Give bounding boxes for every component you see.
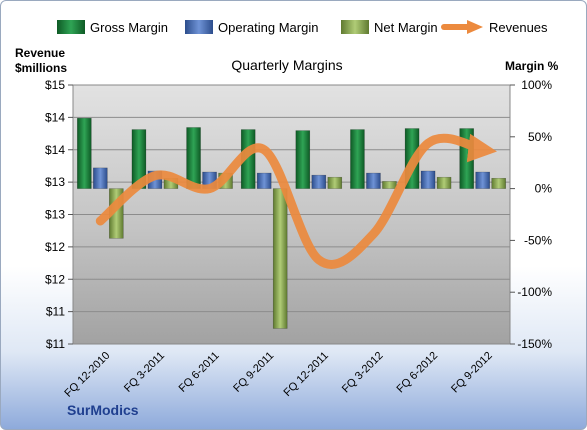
net-margin-bar [436, 176, 452, 189]
y-right-tick-label: 50% [528, 130, 552, 144]
y-right-tick-label: -150% [517, 337, 552, 351]
category-label: FQ 9-2012 [449, 350, 495, 396]
y-right-tick-label: 0% [535, 182, 553, 196]
category-label: FQ 6-2012 [395, 350, 441, 396]
y-left-label-line2: $millions [15, 61, 67, 75]
category-label: FQ 6-2011 [177, 350, 222, 395]
y-right-tick-label: 100% [521, 78, 552, 92]
net-margin-bar [272, 188, 288, 329]
operating-margin-bar [93, 167, 108, 189]
category-label: FQ 12-2010 [62, 350, 112, 400]
legend-label-net-margin: Net Margin [374, 20, 438, 35]
y-left-tick-label: $11 [46, 337, 65, 351]
category-label: FQ 3-2011 [122, 350, 167, 395]
net-margin-bar [491, 177, 506, 189]
y-left-tick-label: $13 [45, 208, 65, 222]
operating-margin-bar [311, 174, 327, 189]
legend-arrow-icon [467, 20, 483, 34]
revenue-line-group [95, 133, 497, 269]
gross-margin-bar [186, 127, 201, 189]
legend-swatch-operating-margin [185, 20, 213, 34]
legend-label-revenues: Revenues [489, 20, 548, 35]
category-label: FQ 12-2011 [282, 350, 331, 399]
y-left-tick-label: $12 [45, 240, 65, 254]
gross-margin-bar [77, 117, 92, 189]
category-labels: FQ 12-2010 FQ 3-2011 FQ 6-2011 FQ 9-2011 FQ … [62, 350, 494, 400]
y-left-ticks: $15 $14 $14 $13 $13 $12 $12 $11 $11 [45, 78, 73, 351]
operating-margin-bar [475, 171, 490, 189]
y-left-tick-label: $14 [45, 143, 65, 157]
revenue-line [95, 133, 497, 269]
y-right-ticks: 100% 50% 0% -50% -100% -150% [510, 78, 552, 351]
y-left-tick-label: $14 [45, 110, 65, 124]
y-right-tick-label: -100% [517, 285, 552, 299]
legend-swatch-gross-margin [57, 20, 85, 34]
legend: Gross Margin Operating Margin Net Margin… [57, 20, 548, 35]
gross-margin-bar [295, 130, 311, 189]
y-right-label: Margin % [505, 59, 559, 73]
brand-label: SurModics [67, 402, 139, 418]
net-margin-bar [327, 176, 343, 189]
y-left-tick-label: $11 [46, 305, 65, 319]
bars [77, 117, 506, 329]
category-label: FQ 9-2011 [231, 350, 276, 395]
y-left-tick-label: $15 [45, 78, 65, 92]
y-left-tick-label: $13 [45, 175, 65, 189]
gross-margin-bar [350, 129, 365, 189]
operating-margin-bar [420, 170, 436, 189]
legend-label-gross-margin: Gross Margin [90, 20, 168, 35]
legend-swatch-net-margin [341, 20, 369, 34]
y-left-tick-label: $12 [45, 272, 65, 286]
category-label: FQ 3-2012 [340, 350, 386, 396]
chart-title: Quarterly Margins [231, 57, 342, 73]
legend-label-operating-margin: Operating Margin [218, 20, 318, 35]
y-left-label-line1: Revenue [15, 46, 65, 60]
operating-margin-bar [366, 172, 381, 189]
y-right-tick-label: -50% [524, 233, 552, 247]
net-margin-bar [382, 181, 397, 189]
operating-margin-bar [256, 172, 272, 189]
